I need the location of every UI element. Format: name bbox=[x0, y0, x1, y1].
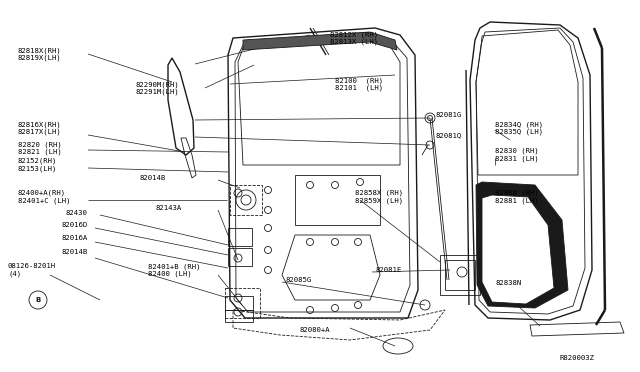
Text: 82400+A(RH)
82401+C (LH): 82400+A(RH) 82401+C (LH) bbox=[18, 190, 70, 204]
Text: R820003Z: R820003Z bbox=[560, 355, 595, 361]
Text: 82081G: 82081G bbox=[435, 112, 461, 118]
Text: 82016A: 82016A bbox=[62, 235, 88, 241]
Text: 82880 (RH)
82881 (LH): 82880 (RH) 82881 (LH) bbox=[495, 190, 539, 204]
Text: 82152(RH)
82153(LH): 82152(RH) 82153(LH) bbox=[18, 158, 58, 172]
Bar bbox=[228, 248, 252, 266]
Text: 82830 (RH)
82831 (LH): 82830 (RH) 82831 (LH) bbox=[495, 148, 539, 162]
Text: 82838N: 82838N bbox=[495, 280, 521, 286]
Text: 82818X(RH)
82819X(LH): 82818X(RH) 82819X(LH) bbox=[18, 47, 61, 61]
Text: 82081E: 82081E bbox=[375, 267, 401, 273]
Text: 82858X (RH)
82859X (LH): 82858X (RH) 82859X (LH) bbox=[355, 190, 403, 204]
Text: 82401+B (RH)
82400 (LH): 82401+B (RH) 82400 (LH) bbox=[148, 263, 200, 277]
Text: 82016D: 82016D bbox=[62, 222, 88, 228]
Bar bbox=[225, 296, 253, 310]
Polygon shape bbox=[243, 32, 397, 50]
Text: 82290M(RH)
82291M(LH): 82290M(RH) 82291M(LH) bbox=[135, 81, 179, 95]
Bar bbox=[225, 310, 253, 322]
Text: 82014B: 82014B bbox=[62, 249, 88, 255]
Text: 82014B: 82014B bbox=[140, 175, 166, 181]
Polygon shape bbox=[482, 195, 554, 304]
Text: 82430: 82430 bbox=[65, 210, 87, 216]
Text: 82080+A: 82080+A bbox=[300, 327, 331, 333]
Text: B: B bbox=[35, 297, 40, 303]
Text: 82143A: 82143A bbox=[155, 205, 181, 211]
Text: 82085G: 82085G bbox=[285, 277, 311, 283]
Text: 08126-8201H
(4): 08126-8201H (4) bbox=[8, 263, 56, 277]
Text: 82816X(RH)
82817X(LH): 82816X(RH) 82817X(LH) bbox=[18, 121, 61, 135]
Text: 82834Q (RH)
82835Q (LH): 82834Q (RH) 82835Q (LH) bbox=[495, 121, 543, 135]
Bar bbox=[228, 228, 252, 246]
Text: 82081Q: 82081Q bbox=[435, 132, 461, 138]
Polygon shape bbox=[476, 182, 568, 308]
Text: 82100  (RH)
82101  (LH): 82100 (RH) 82101 (LH) bbox=[335, 77, 383, 91]
Text: 82820 (RH)
82821 (LH): 82820 (RH) 82821 (LH) bbox=[18, 141, 61, 155]
Text: 82812X (RH)
82813X (LH): 82812X (RH) 82813X (LH) bbox=[330, 31, 378, 45]
